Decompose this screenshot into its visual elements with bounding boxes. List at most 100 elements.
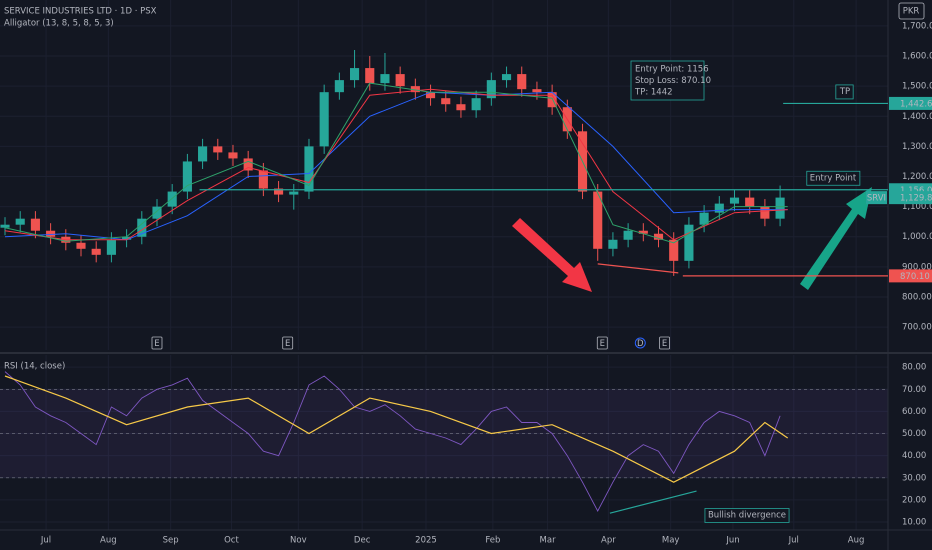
- price-tag: [889, 269, 932, 283]
- candle-body: [182, 161, 192, 192]
- y-tick-label: 1,500.00: [902, 82, 932, 92]
- x-tick-label: Oct: [224, 536, 239, 546]
- candle-body: [304, 146, 314, 192]
- candle-body: [638, 230, 648, 234]
- x-tick-label: Nov: [290, 536, 307, 546]
- candle-body: [243, 158, 253, 171]
- price-tag-label: 870.10: [900, 272, 930, 282]
- candle-body: [395, 74, 405, 87]
- candle-body: [760, 206, 770, 219]
- chart-title: SERVICE INDUSTRIES LTD · 1D · PSX: [4, 7, 157, 17]
- candle-body: [425, 92, 436, 99]
- y-tick-label: 1,300.00: [902, 142, 932, 152]
- candle-body: [380, 74, 390, 84]
- note-box: [630, 60, 705, 101]
- candle-body: [547, 92, 557, 108]
- candle-body: [441, 98, 451, 105]
- indicator-label: Alligator (13, 8, 5, 8, 5, 3): [4, 19, 114, 29]
- red-arrow: [512, 218, 592, 292]
- dividend-marker: [634, 337, 646, 349]
- y-tick-label: 1,200.00: [902, 172, 932, 182]
- candle-body: [198, 146, 208, 162]
- candle-body: [745, 197, 755, 207]
- y-tick-label: 1,600.00: [902, 52, 932, 62]
- x-tick-label: Jun: [725, 536, 739, 546]
- symbol-tag: [866, 191, 887, 205]
- x-tick-label: Jul: [788, 536, 799, 546]
- y-tick-label: 700.00: [902, 323, 932, 333]
- x-tick-label: Apr: [601, 536, 616, 546]
- green-arrow: [800, 187, 872, 290]
- grid: [0, 0, 888, 530]
- divergence-label-box: [704, 508, 790, 523]
- level-label: TP: [839, 87, 850, 97]
- candle-body: [653, 233, 664, 240]
- price-tag: [889, 191, 932, 205]
- price-tag-label: 1,129.86: [900, 194, 932, 204]
- x-tick-label: Feb: [485, 536, 500, 546]
- candle-body: [623, 230, 633, 240]
- level-label: Entry Point: [810, 173, 857, 183]
- candle-body: [15, 218, 25, 225]
- candle-body: [137, 218, 147, 237]
- line-series: [4, 371, 781, 512]
- candle-body: [91, 248, 101, 255]
- currency: PKR: [903, 7, 920, 17]
- x-tick-label: Aug: [100, 536, 117, 546]
- y-tick-label: 10.00: [902, 518, 926, 528]
- y-tick-label: 1,400.00: [902, 112, 932, 122]
- candle-body: [289, 191, 299, 195]
- candle-body: [365, 68, 375, 84]
- candle-body: [593, 191, 603, 249]
- y-tick-label: 60.00: [902, 407, 926, 417]
- divergence-line: [597, 263, 679, 274]
- candle-body: [775, 197, 785, 219]
- candle-body: [0, 224, 10, 228]
- x-tick-label: Dec: [354, 536, 371, 546]
- candle-body: [410, 86, 420, 93]
- candle-body: [471, 98, 481, 111]
- y-tick-label: 1,100.00: [902, 202, 932, 212]
- candle-body: [122, 236, 132, 240]
- y-tick-label: 1,700.00: [902, 21, 932, 31]
- x-tick-label: Sep: [163, 536, 179, 546]
- candle-body: [258, 170, 268, 189]
- price-tag: [889, 96, 932, 110]
- candle-body: [729, 197, 740, 204]
- event-label: E: [600, 339, 605, 349]
- candle-body: [684, 224, 694, 261]
- candle-body: [714, 203, 724, 213]
- note-text: TP: 1442: [634, 88, 673, 98]
- symbol-tag-label: SRVI: [867, 194, 886, 204]
- price-tag-label: 1,442.65: [900, 99, 932, 109]
- y-tick-label: 50.00: [902, 429, 926, 439]
- event-label: E: [285, 339, 290, 349]
- candle-body: [30, 218, 40, 231]
- divergence-line: [609, 490, 697, 514]
- line-series: [4, 88, 788, 241]
- note-text: Entry Point: 1156: [635, 65, 709, 75]
- y-tick-label: 70.00: [902, 385, 926, 395]
- candle-body: [456, 104, 466, 111]
- candle-body: [46, 230, 56, 237]
- y-tick-label: 30.00: [902, 473, 926, 483]
- y-tick-label: 40.00: [902, 451, 926, 461]
- candle-body: [486, 80, 496, 99]
- candle-body: [76, 242, 86, 249]
- earnings-marker: [596, 336, 608, 350]
- y-tick-label: 1,000.00: [902, 232, 932, 242]
- line-series: [4, 82, 788, 244]
- y-tick-label: 800.00: [902, 292, 932, 302]
- line-series: [4, 375, 789, 483]
- candle-body: [319, 92, 329, 147]
- candle-body: [213, 146, 223, 153]
- price-tag-label: 1,156.00: [900, 186, 932, 196]
- y-tick-label: 20.00: [902, 495, 926, 505]
- candle-body: [669, 239, 679, 261]
- event-label: D: [637, 339, 644, 349]
- x-tick-label: Mar: [540, 536, 557, 546]
- x-tick-label: Jul: [40, 536, 51, 546]
- x-tick-label: Aug: [848, 536, 865, 546]
